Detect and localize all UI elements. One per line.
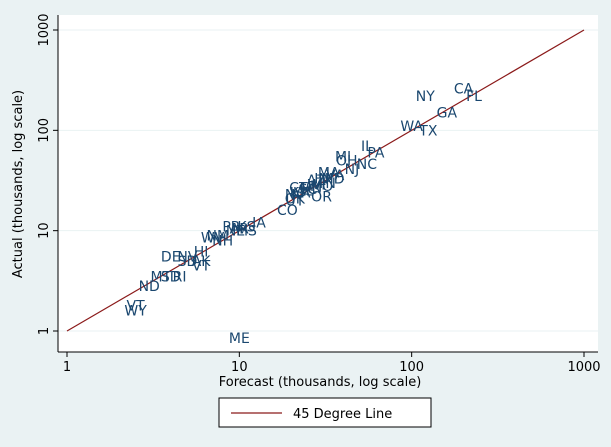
legend-entry-label: 45 Degree Line [293, 407, 392, 422]
point-label-md: MD [322, 172, 345, 188]
point-label-de: DE [161, 250, 181, 266]
y-axis-title: Actual (thousands, log scale) [11, 90, 26, 278]
point-label-hi: HI [194, 244, 209, 260]
legend: 45 Degree Line [218, 397, 432, 428]
point-label-sd: SD [178, 254, 198, 270]
point-label-ct: CT [289, 180, 308, 196]
point-label-oh: OH [336, 154, 358, 170]
point-label-ga: GA [437, 106, 458, 122]
point-label-or: OR [311, 189, 332, 205]
point-label-ms: MS [236, 224, 257, 240]
point-label-mo: MO [310, 179, 333, 195]
y-tick-label-10: 10 [37, 222, 52, 239]
point-label-co: CO [277, 203, 298, 219]
point-label-fl: FL [466, 89, 482, 105]
point-label-wa: WA [400, 119, 423, 135]
point-label-wy: WY [124, 304, 147, 320]
point-label-la: LA [293, 186, 311, 202]
y-tick-label-1: 1 [37, 327, 52, 335]
point-label-in: IN [314, 172, 329, 188]
point-label-mn: MN [300, 180, 323, 196]
point-label-al: AL [296, 184, 314, 200]
x-tick-label-10: 10 [231, 360, 248, 375]
point-label-nh: NH [212, 233, 233, 249]
reference-line-layer [66, 29, 585, 332]
point-label-vt: VT [127, 298, 146, 314]
point-label-tn: TN [316, 176, 336, 192]
x-tick-label-1: 1 [63, 360, 71, 375]
point-label-ak: AK [192, 254, 212, 270]
point-label-wi: WI [307, 177, 325, 193]
axes: 1 10 100 1000 1 10 100 1000 [37, 13, 601, 375]
point-label-mt: MT [150, 269, 171, 285]
point-label-vt: VT [192, 258, 211, 274]
point-label-sd: SD [161, 269, 181, 285]
point-label-pr: PR [222, 220, 240, 236]
point-label-sc: SC [299, 182, 318, 198]
plot-area [58, 15, 598, 352]
y-tick-label-1000: 1000 [37, 13, 52, 46]
point-label-ut: UT [285, 193, 304, 209]
point-label-nv: NV [177, 250, 197, 266]
point-label-il: IL [361, 139, 373, 155]
x-axis-title: Forecast (thousands, log scale) [219, 375, 422, 390]
x-tick-label-1000: 1000 [567, 360, 600, 375]
point-label-az: AZ [307, 173, 326, 189]
point-label-va: VA [326, 168, 345, 184]
point-label-ar: AR [230, 222, 250, 238]
point-label-nj: NJ [345, 162, 360, 178]
point-label-ne: NE [226, 224, 245, 240]
point-label-mi: MI [335, 149, 351, 165]
reference-line-45-degree [66, 29, 585, 332]
y-tick-label-100: 100 [37, 118, 52, 143]
point-label-ny: NY [416, 89, 435, 105]
point-label-me: ME [229, 331, 250, 347]
point-label-wv: WV [201, 231, 225, 247]
point-label-nv: NV [285, 187, 305, 203]
point-label-pa: PA [367, 146, 385, 162]
grid-lines [58, 29, 598, 332]
point-label-ok: OK [285, 191, 306, 207]
point-label-ca: CA [454, 82, 474, 98]
point-label-nd: ND [139, 279, 160, 295]
point-label-ma: MA [318, 165, 340, 181]
point-label-nm: NM [207, 228, 230, 244]
point-label-ky: KY [290, 186, 308, 202]
point-label-nc: NC [357, 157, 377, 173]
point-label-ia: IA [252, 216, 266, 232]
point-label-ks: KS [237, 220, 255, 236]
point-label-ri: RI [173, 269, 187, 285]
point-label-tx: TX [418, 123, 438, 139]
x-tick-label-100: 100 [399, 360, 424, 375]
